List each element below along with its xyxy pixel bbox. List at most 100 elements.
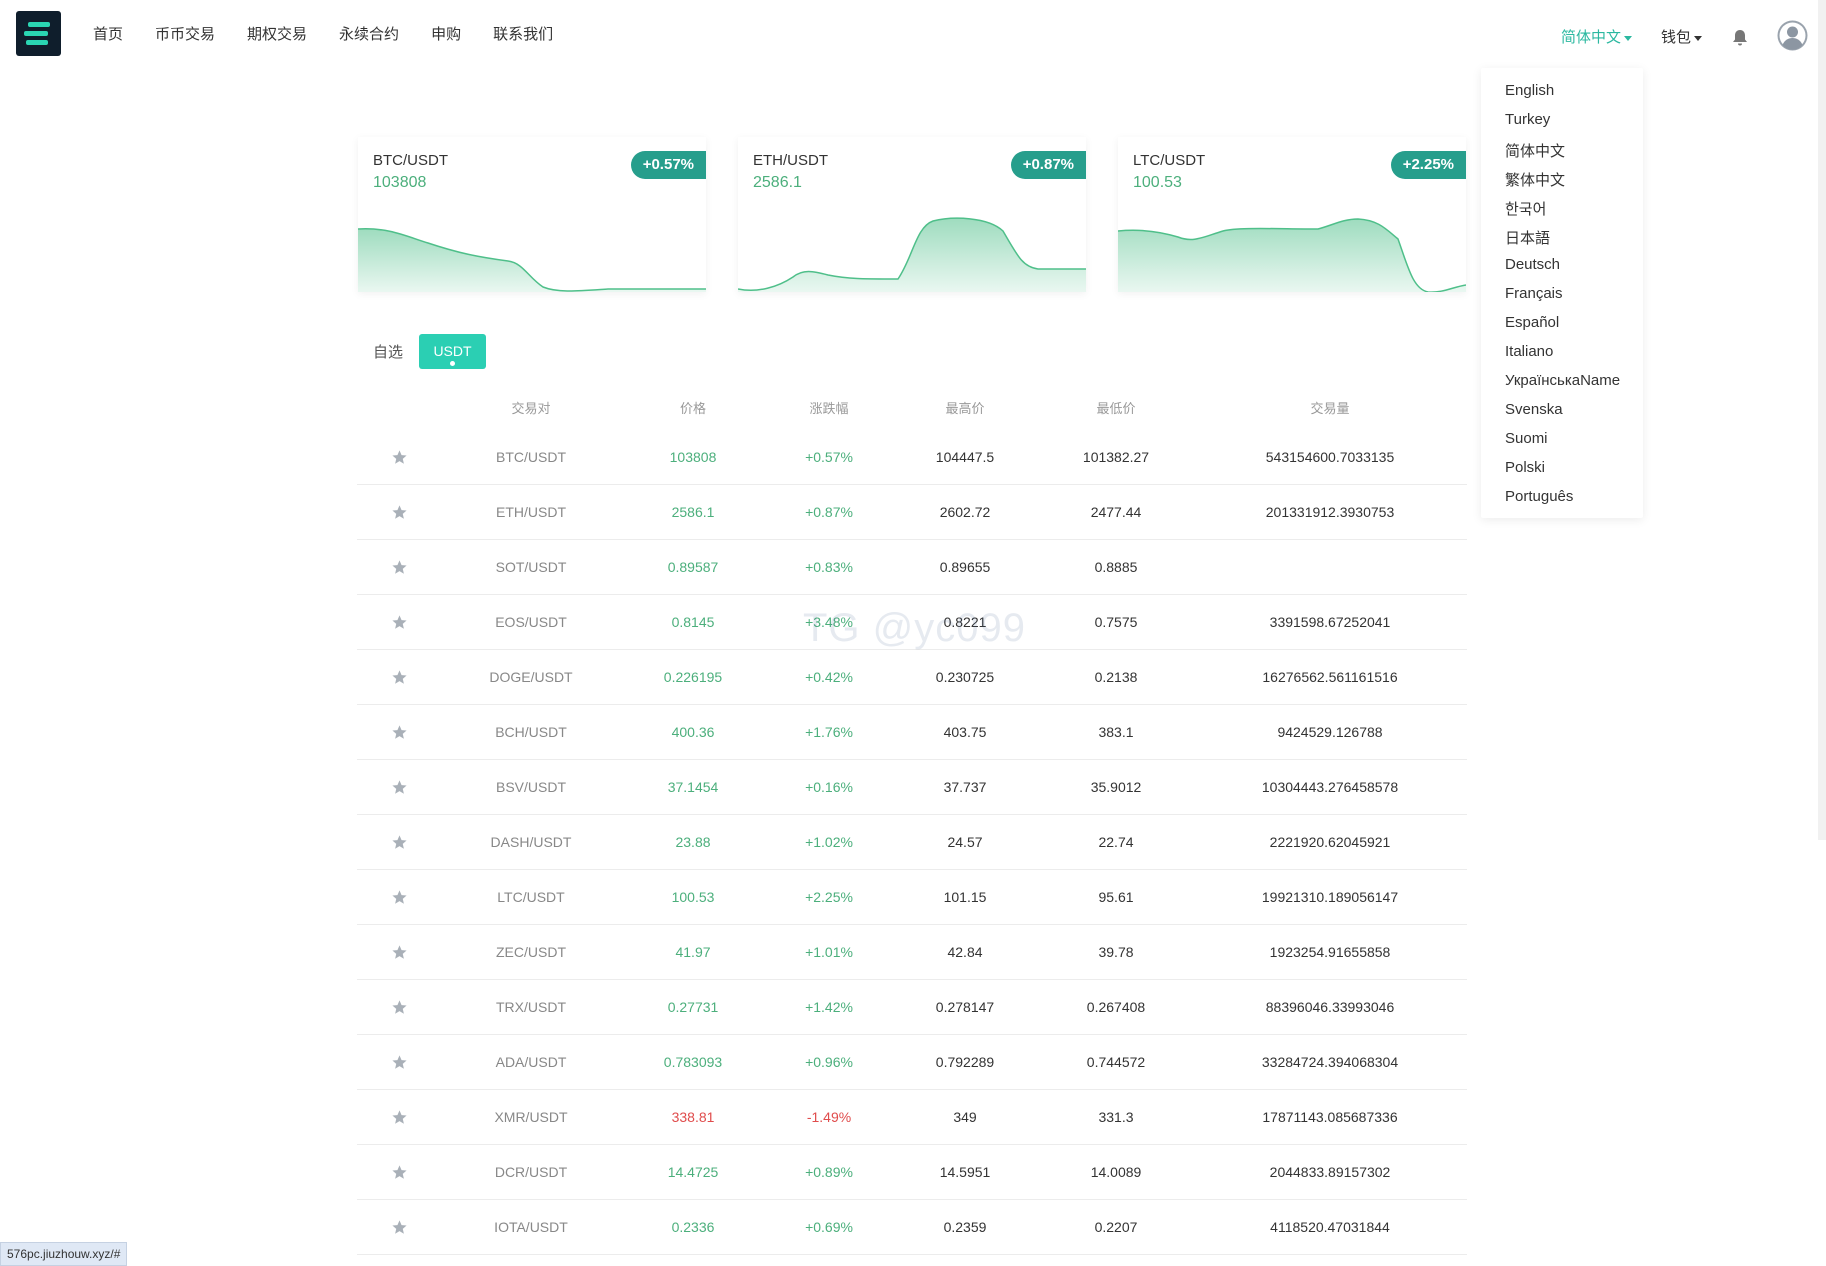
ticker-sparkline: [358, 228, 706, 292]
language-option-french[interactable]: Français: [1505, 285, 1563, 302]
favorite-star-icon[interactable]: [391, 724, 408, 741]
table-row[interactable]: IOTA/USDT 0.2336 +0.69% 0.2359 0.2207 4118520…: [357, 1200, 1467, 1255]
ticker-sparkline: [738, 217, 1086, 292]
ticker-card-ltc[interactable]: LTC/USDT 100.53 +2.25%: [1118, 137, 1466, 292]
cell-low: 0.267408: [1086, 999, 1146, 1015]
cell-volume: 2044833.89157302: [1269, 1164, 1391, 1180]
favorite-star-icon[interactable]: [391, 999, 408, 1016]
table-row[interactable]: SOT/USDT 0.89587 +0.83% 0.89655 0.8885: [357, 540, 1467, 595]
favorite-star-icon[interactable]: [391, 889, 408, 906]
tab-usdt[interactable]: USDT: [419, 334, 486, 369]
cell-high: 0.278147: [935, 999, 995, 1015]
ticker-change-badge: +0.87%: [1010, 151, 1086, 179]
cell-high: 101.15: [943, 889, 987, 905]
column-header-price[interactable]: 价格: [679, 401, 707, 416]
nav-perpetual-contracts[interactable]: 永续合约: [339, 26, 400, 43]
column-header-low[interactable]: 最低价: [1096, 401, 1136, 416]
table-row[interactable]: DASH/USDT 23.88 +1.02% 24.57 22.74 2221920.62…: [357, 815, 1467, 870]
language-option-german[interactable]: Deutsch: [1505, 256, 1561, 273]
favorite-star-icon[interactable]: [391, 1109, 408, 1126]
table-row[interactable]: XMR/USDT 338.81 -1.49% 349 331.3 17871143.085…: [357, 1090, 1467, 1145]
cell-low: 0.2207: [1094, 1219, 1138, 1235]
cell-low: 0.2138: [1094, 669, 1138, 685]
cell-low: 39.78: [1098, 944, 1134, 960]
table-row[interactable]: LTC/USDT 100.53 +2.25% 101.15 95.61 19921310.…: [357, 870, 1467, 925]
language-option-turkey[interactable]: Turkey: [1505, 111, 1551, 128]
top-navbar: 首页 币币交易 期权交易 永续合约 申购 联系我们 简体中文 钱包: [0, 0, 1826, 70]
language-option-portuguese[interactable]: Português: [1505, 488, 1574, 505]
cell-volume: 543154600.7033135: [1265, 449, 1395, 465]
table-row[interactable]: ADA/USDT 0.783093 +0.96% 0.792289 0.744572 33…: [357, 1035, 1467, 1090]
cell-volume: 2221920.62045921: [1269, 834, 1391, 850]
favorite-star-icon[interactable]: [391, 1054, 408, 1071]
cell-price: 2586.1: [671, 504, 715, 520]
table-row[interactable]: BSV/USDT 37.1454 +0.16% 37.737 35.9012 103044…: [357, 760, 1467, 815]
nav-subscription[interactable]: 申购: [431, 26, 462, 43]
cell-price: 0.783093: [663, 1054, 723, 1070]
cell-price: 400.36: [671, 724, 715, 740]
cell-price: 37.1454: [667, 779, 719, 795]
cell-high: 0.792289: [935, 1054, 995, 1070]
logo[interactable]: [16, 11, 61, 56]
table-row[interactable]: ZEC/USDT 41.97 +1.01% 42.84 39.78 1923254.916…: [357, 925, 1467, 980]
column-header-pair[interactable]: 交易对: [511, 401, 551, 416]
cell-change: +1.02%: [805, 834, 853, 850]
language-option-japanese[interactable]: 日本語: [1505, 230, 1551, 247]
table-row[interactable]: BCH/USDT 400.36 +1.76% 403.75 383.1 9424529.1…: [357, 705, 1467, 760]
cell-pair: BSV/USDT: [495, 779, 567, 795]
column-header-volume[interactable]: 交易量: [1310, 401, 1350, 416]
cell-change: +0.16%: [805, 779, 853, 795]
cell-change: +1.01%: [805, 944, 853, 960]
language-option-simplified-chinese[interactable]: 简体中文: [1505, 143, 1566, 160]
language-option-italian[interactable]: Italiano: [1505, 343, 1554, 360]
column-header-change[interactable]: 涨跌幅: [809, 401, 849, 416]
bell-icon[interactable]: [1730, 28, 1750, 48]
cell-price: 0.89587: [667, 559, 719, 575]
page-scrollbar[interactable]: [1818, 0, 1826, 840]
favorite-star-icon[interactable]: [391, 1219, 408, 1236]
language-option-korean[interactable]: 한국어: [1505, 201, 1547, 218]
favorite-star-icon[interactable]: [391, 779, 408, 796]
nav-spot-trading[interactable]: 币币交易: [155, 26, 216, 43]
cell-change: +2.25%: [805, 889, 853, 905]
favorite-star-icon[interactable]: [391, 944, 408, 961]
table-row[interactable]: DOGE/USDT 0.226195 +0.42% 0.230725 0.2138 162…: [357, 650, 1467, 705]
avatar[interactable]: [1777, 20, 1808, 51]
ticker-pair: ETH/USDT: [753, 152, 828, 169]
favorite-star-icon[interactable]: [391, 449, 408, 466]
language-option-traditional-chinese[interactable]: 繁体中文: [1505, 172, 1566, 189]
ticker-card-btc[interactable]: BTC/USDT 103808 +0.57%: [358, 137, 706, 292]
favorite-star-icon[interactable]: [391, 559, 408, 576]
cell-high: 403.75: [943, 724, 987, 740]
wallet-menu[interactable]: 钱包: [1661, 26, 1703, 47]
language-option-finnish[interactable]: Suomi: [1505, 430, 1548, 447]
table-row[interactable]: ETH/USDT 2586.1 +0.87% 2602.72 2477.44 201331…: [357, 485, 1467, 540]
ticker-pair: BTC/USDT: [373, 152, 448, 169]
favorite-star-icon[interactable]: [391, 614, 408, 631]
language-selector[interactable]: 简体中文: [1561, 26, 1633, 47]
ticker-card-eth[interactable]: ETH/USDT 2586.1 +0.87%: [738, 137, 1086, 292]
nav-options-trading[interactable]: 期权交易: [247, 26, 308, 43]
language-option-swedish[interactable]: Svenska: [1505, 401, 1563, 418]
table-row[interactable]: TRX/USDT 0.27731 +1.42% 0.278147 0.267408 883…: [357, 980, 1467, 1035]
favorite-star-icon[interactable]: [391, 669, 408, 686]
table-row[interactable]: DCR/USDT 14.4725 +0.89% 14.5951 14.0089 20448…: [357, 1145, 1467, 1200]
cell-pair: XMR/USDT: [494, 1109, 568, 1125]
cell-low: 331.3: [1098, 1109, 1134, 1125]
nav-contact-us[interactable]: 联系我们: [493, 26, 554, 43]
language-option-ukrainian[interactable]: УкраїнськаName: [1505, 372, 1621, 389]
cell-price: 0.2336: [671, 1219, 715, 1235]
table-row[interactable]: BTC/USDT 103808 +0.57% 104447.5 101382.27 543…: [357, 430, 1467, 485]
language-option-spanish[interactable]: Español: [1505, 314, 1560, 331]
cell-pair: TRX/USDT: [496, 999, 566, 1015]
table-row[interactable]: EOS/USDT 0.8145 +3.48% 0.8221 0.7575 3391598.…: [357, 595, 1467, 650]
favorite-star-icon[interactable]: [391, 504, 408, 521]
language-option-polish[interactable]: Polski: [1505, 459, 1546, 476]
column-header-high[interactable]: 最高价: [945, 401, 985, 416]
favorite-star-icon[interactable]: [391, 1164, 408, 1181]
tab-favorites[interactable]: 自选: [373, 344, 404, 361]
favorite-star-icon[interactable]: [391, 834, 408, 851]
language-option-english[interactable]: English: [1505, 82, 1555, 99]
nav-home[interactable]: 首页: [93, 26, 124, 43]
table-body: BTC/USDT 103808 +0.57% 104447.5 101382.27 543…: [357, 430, 1467, 1255]
